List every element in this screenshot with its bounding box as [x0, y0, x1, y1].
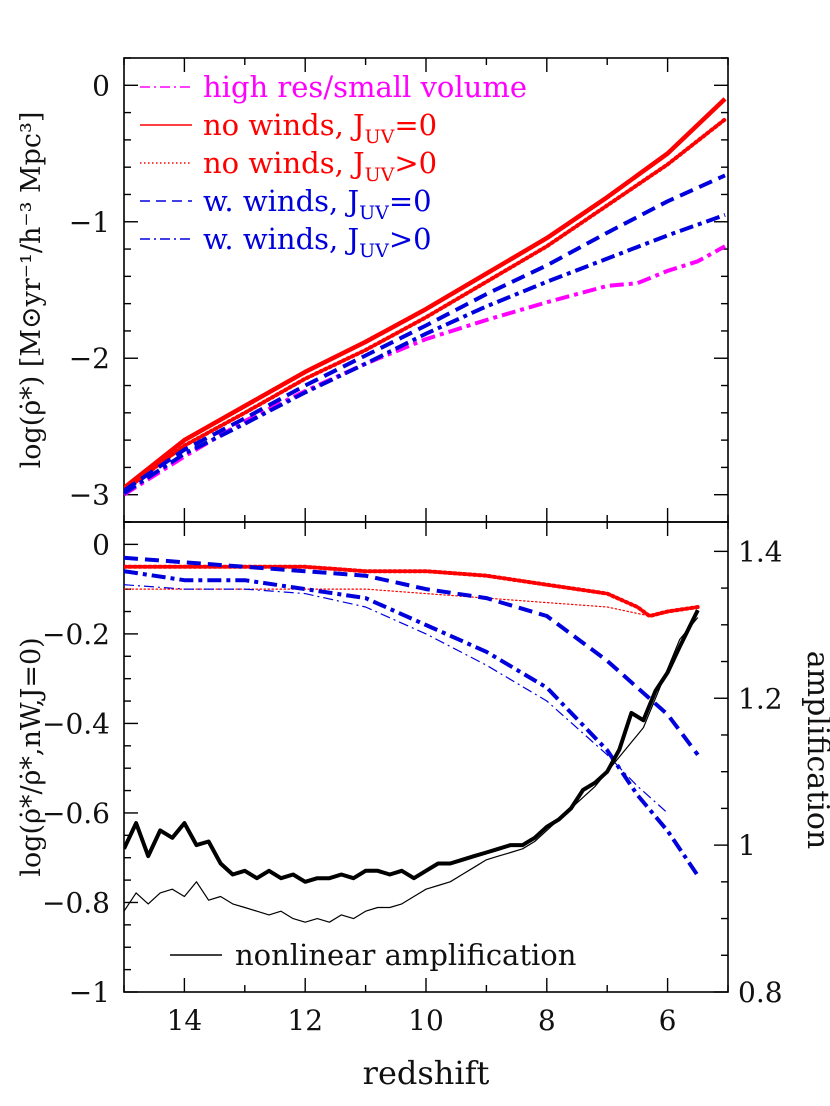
series-line: [124, 609, 700, 884]
y-axis-label: log(ρ̇*/ρ̇*,nW,J=0): [16, 637, 47, 876]
series-line: [124, 588, 699, 617]
y-tick-label: −1: [69, 206, 110, 239]
y-tick-label: −2: [69, 342, 110, 375]
y-tick-label: −3: [69, 479, 110, 512]
legend-label: high res/small volume: [203, 70, 527, 104]
x-tick-label: 14: [167, 1004, 203, 1037]
y-tick-label: −0.6: [42, 797, 110, 830]
series-line: [124, 584, 668, 814]
series-line: [124, 564, 700, 618]
legend-label: no winds, JUV>0: [203, 146, 437, 186]
bottom-panel: 0 −0.2 −0.4 −0.6 −0.8 −1 1.4 1.2 1 0.8 14 12 10 8 6 red…: [16, 521, 830, 1092]
legend-label: no winds, JUV=0: [203, 108, 437, 148]
y2-tick-label: 1.4: [738, 535, 783, 568]
y-tick-label: 0: [92, 69, 110, 102]
y-tick-label: −0.8: [42, 886, 110, 919]
series-line: [124, 569, 700, 877]
legend-label: w. winds, JUV=0: [203, 184, 432, 224]
x-tick-label: 12: [287, 1004, 323, 1037]
y-axis-label: log(ρ̇*) [M⊙yr⁻¹/h⁻³ Mpc³]: [16, 112, 47, 469]
series-line: [124, 213, 726, 495]
plot-frame: [123, 521, 729, 993]
y2-tick-label: 1.2: [738, 682, 783, 715]
series-line: [124, 617, 699, 923]
series-line: [124, 555, 700, 756]
series-line: [124, 97, 727, 490]
legend-label: w. winds, JUV>0: [203, 222, 432, 262]
y-tick-label: −0.2: [42, 618, 110, 651]
series-group: [124, 555, 700, 923]
top-panel: 0 −1 −2 −3 log(ρ̇*) [M⊙yr⁻¹/h⁻³ Mpc³] high re…: [16, 57, 729, 523]
series-line: [124, 173, 726, 493]
y-tick-label: 0: [92, 528, 110, 561]
series-line: [124, 244, 726, 497]
x-tick-label: 8: [538, 1004, 556, 1037]
series-line: [124, 117, 727, 493]
y2-tick-label: 0.8: [738, 976, 783, 1009]
legend-label: nonlinear amplification: [235, 938, 576, 972]
x-tick-label: 6: [659, 1004, 677, 1037]
y2-axis-label: amplification: [800, 651, 830, 849]
y-tick-label: −1: [69, 976, 110, 1009]
y2-tick-label: 1: [738, 829, 756, 862]
y-tick-label: −0.4: [42, 707, 110, 740]
series-group: [124, 97, 727, 497]
x-axis-label: redshift: [363, 1054, 490, 1092]
x-tick-label: 10: [408, 1004, 444, 1037]
